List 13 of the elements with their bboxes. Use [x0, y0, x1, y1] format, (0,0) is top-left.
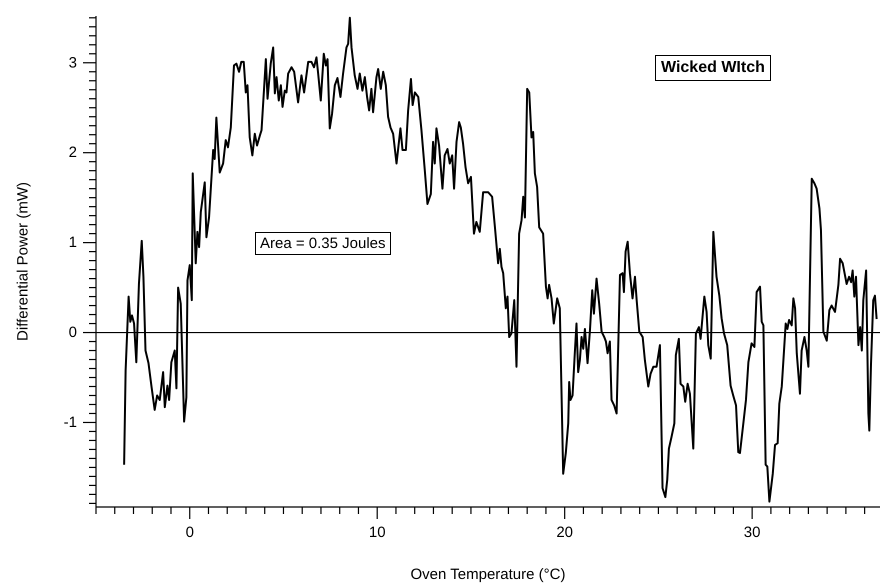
x-tick-label: 0	[186, 524, 194, 541]
x-tick-label: 10	[368, 524, 386, 541]
y-tick-label: -1	[64, 414, 77, 431]
y-tick-label: 1	[68, 234, 77, 252]
x-tick-label: 30	[744, 524, 760, 541]
text: Wicked WItch	[655, 55, 771, 81]
x-axis-title: Oven Temperature (°C)	[410, 566, 566, 583]
y-tick-label: 3	[68, 54, 77, 72]
x-tick-label: 20	[556, 524, 574, 541]
annotation: Area = 0.35 Joules	[255, 232, 391, 255]
y-tick-label: 2	[68, 144, 77, 162]
y-tick-label: 0	[68, 324, 77, 342]
y-axis-title: Differential Power (mW)	[14, 182, 32, 341]
